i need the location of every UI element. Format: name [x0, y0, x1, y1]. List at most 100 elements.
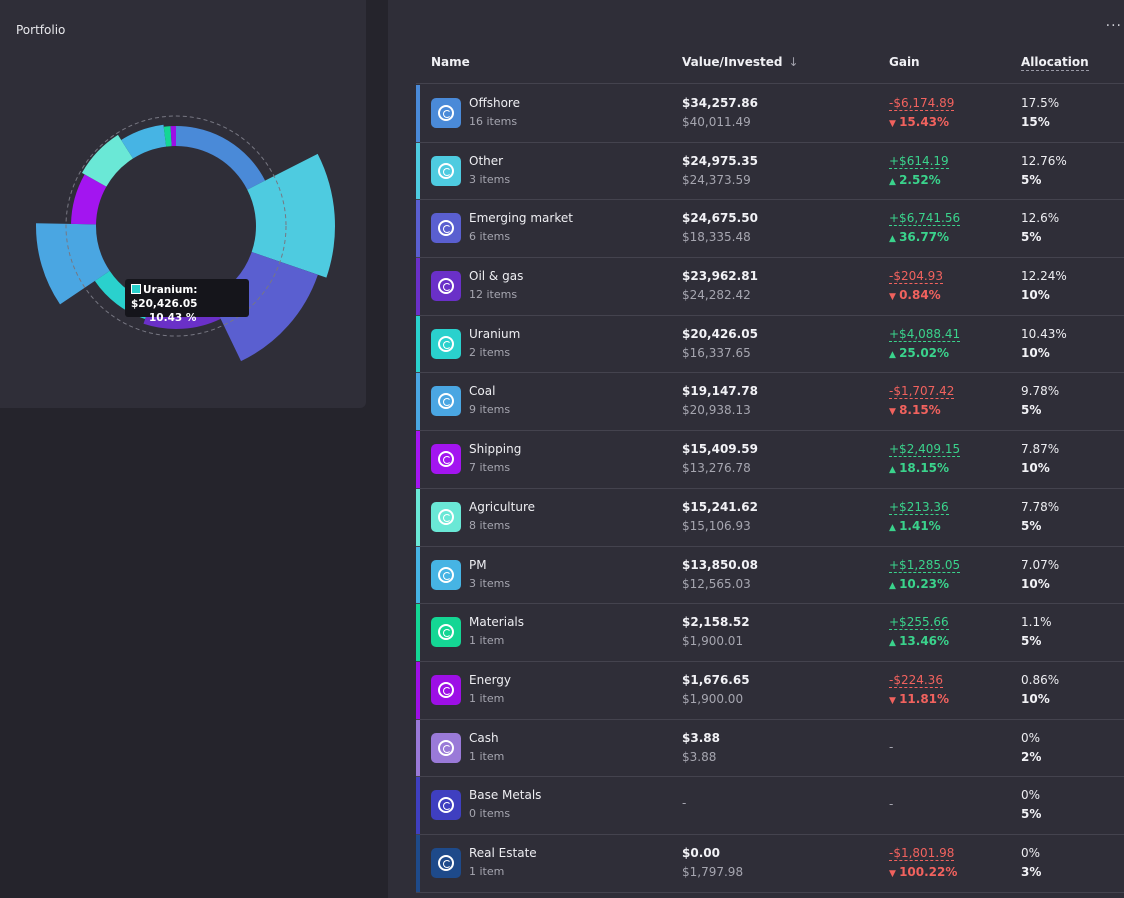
category-name[interactable]: Other [469, 153, 504, 168]
header-name[interactable]: Name [431, 55, 470, 69]
category-logo-icon [438, 278, 454, 295]
category-name[interactable]: Offshore [469, 96, 520, 110]
category-item-count: 16 items [469, 115, 518, 128]
category-color-bar [416, 661, 420, 719]
category-name[interactable]: Emerging market [469, 211, 573, 226]
category-gain-percent: ▲ 10.23% [889, 577, 949, 591]
table-row[interactable]: Real Estate 1 item $0.00 $1,797.98 -$1,801.9… [416, 834, 1124, 893]
table-row[interactable]: Materials 1 item $2,158.52 $1,900.01 +$255.6… [416, 604, 1124, 662]
category-name[interactable]: Oil & gas [469, 269, 524, 284]
category-gain[interactable]: +$4,088.41 [889, 326, 961, 342]
more-options-icon[interactable]: ··· [1105, 18, 1122, 34]
category-color-bar [416, 85, 420, 142]
donut-slice[interactable] [170, 126, 176, 147]
donut-slice[interactable] [81, 134, 134, 187]
category-logo-icon [438, 681, 454, 698]
category-gain[interactable]: -$224.36 [889, 672, 943, 688]
header-gain[interactable]: Gain [889, 55, 920, 69]
category-invested: $1,900.01 [682, 634, 744, 649]
category-value: $24,975.35 [682, 153, 758, 168]
category-invested: $13,276.78 [682, 461, 751, 476]
gain-percent-value: 100.22% [899, 864, 958, 879]
table-row[interactable]: Offshore 16 items $34,257.86 $40,011.49 -$6,… [416, 85, 1124, 143]
category-value: $15,409.59 [682, 442, 758, 457]
category-invested: $20,938.13 [682, 403, 751, 418]
donut-slice[interactable] [163, 126, 172, 147]
category-icon [431, 501, 461, 532]
table-row[interactable]: Other 3 items $24,975.35 $24,373.59 +$614.19… [416, 142, 1124, 201]
category-gain-percent: ▲ 25.02% [889, 346, 949, 360]
category-name[interactable]: Shipping [469, 442, 522, 457]
category-logo-icon [438, 162, 454, 179]
header-allocation[interactable]: Allocation [1021, 55, 1089, 71]
donut-slice[interactable] [71, 174, 107, 225]
category-allocation: 0% [1021, 845, 1041, 860]
table-header: Name Value/Invested ↓ Gain Allocation [416, 46, 1124, 84]
category-name[interactable]: Coal [469, 384, 496, 399]
table-row[interactable]: Emerging market 6 items $24,675.50 $18,335.… [416, 200, 1124, 259]
table-row[interactable]: Base Metals 0 items - - 0% 5% [416, 777, 1124, 835]
category-name[interactable]: Real Estate [469, 845, 537, 860]
portfolio-card: Portfolio Uranium: $20,426.05 10.43 % [0, 0, 366, 408]
arrow-down-icon: ▼ [889, 292, 900, 303]
table-row[interactable]: PM 3 items $13,850.08 $12,565.03 +$1,285.05 ▲… [416, 546, 1124, 605]
category-allocation: 12.24% [1021, 269, 1067, 284]
category-target-allocation: 3% [1021, 864, 1042, 879]
category-gain[interactable]: +$1,285.05 [889, 557, 961, 573]
category-name[interactable]: Base Metals [469, 788, 542, 803]
category-allocation: 10.43% [1021, 326, 1067, 341]
category-icon [431, 328, 461, 359]
gain-percent-value: 1.41% [899, 518, 941, 533]
category-gain[interactable]: +$6,741.56 [889, 211, 961, 227]
category-invested: $3.88 [682, 749, 717, 764]
category-gain[interactable]: +$213.36 [889, 499, 949, 515]
table-row[interactable]: Oil & gas 12 items $23,962.81 $24,282.42 -$2… [416, 258, 1124, 316]
arrow-up-icon: ▲ [889, 349, 900, 360]
category-color-bar [416, 373, 420, 431]
gain-percent-value: 8.15% [899, 403, 941, 418]
category-item-count: 9 items [469, 403, 511, 417]
category-name[interactable]: Energy [469, 672, 512, 687]
category-logo-icon [438, 393, 454, 410]
donut-slice[interactable] [176, 126, 266, 190]
category-name[interactable]: PM [469, 557, 487, 572]
category-gain[interactable]: -$6,174.89 [889, 96, 955, 111]
donut-slice[interactable] [247, 153, 335, 278]
category-item-count: 3 items [469, 172, 511, 186]
category-gain[interactable]: +$614.19 [889, 153, 949, 169]
category-gain-percent: ▲ 13.46% [889, 634, 949, 648]
table-row[interactable]: Shipping 7 items $15,409.59 $13,276.78 +$2,4… [416, 431, 1124, 489]
category-icon [431, 617, 461, 648]
category-color-bar [416, 431, 420, 488]
category-gain[interactable]: -$204.93 [889, 269, 943, 285]
table-row[interactable]: Coal 9 items $19,147.78 $20,938.13 -$1,707.4… [416, 373, 1124, 432]
donut-slice[interactable] [121, 124, 167, 159]
category-gain[interactable]: -$1,707.42 [889, 384, 955, 400]
sort-down-icon[interactable]: ↓ [788, 55, 799, 69]
table-row[interactable]: Energy 1 item $1,676.65 $1,900.00 -$224.36 ▼ … [416, 661, 1124, 720]
table-row[interactable]: Cash 1 item $3.88 $3.88 - 0% 2% [416, 719, 1124, 778]
category-gain[interactable]: -$1,801.98 [889, 845, 955, 861]
category-target-allocation: 10% [1021, 691, 1050, 706]
category-icon [431, 213, 461, 244]
donut-slice[interactable] [35, 223, 110, 305]
target-ring [65, 115, 287, 337]
portfolio-donut-chart[interactable] [0, 0, 366, 408]
category-gain[interactable]: +$255.66 [889, 615, 949, 631]
header-value[interactable]: Value/Invested ↓ [682, 55, 799, 69]
category-logo-icon [438, 797, 454, 814]
category-name[interactable]: Cash [469, 730, 499, 745]
category-invested: $18,335.48 [682, 230, 751, 245]
category-gain-percent: ▲ 1.41% [889, 519, 941, 533]
category-gain[interactable]: +$2,409.15 [889, 442, 961, 458]
category-name[interactable]: Uranium [469, 326, 521, 341]
category-name[interactable]: Agriculture [469, 499, 535, 514]
category-value: $1,676.65 [682, 672, 750, 687]
category-name[interactable]: Materials [469, 615, 525, 630]
category-color-bar [416, 777, 420, 834]
table-row[interactable]: Agriculture 8 items $15,241.62 $15,106.93 +$… [416, 488, 1124, 547]
category-icon [431, 386, 461, 417]
table-row[interactable]: Uranium 2 items $20,426.05 $16,337.65 +$4,08… [416, 315, 1124, 374]
category-gain-percent: ▼ 0.84% [889, 288, 941, 302]
gain-percent-value: 0.84% [899, 288, 941, 303]
